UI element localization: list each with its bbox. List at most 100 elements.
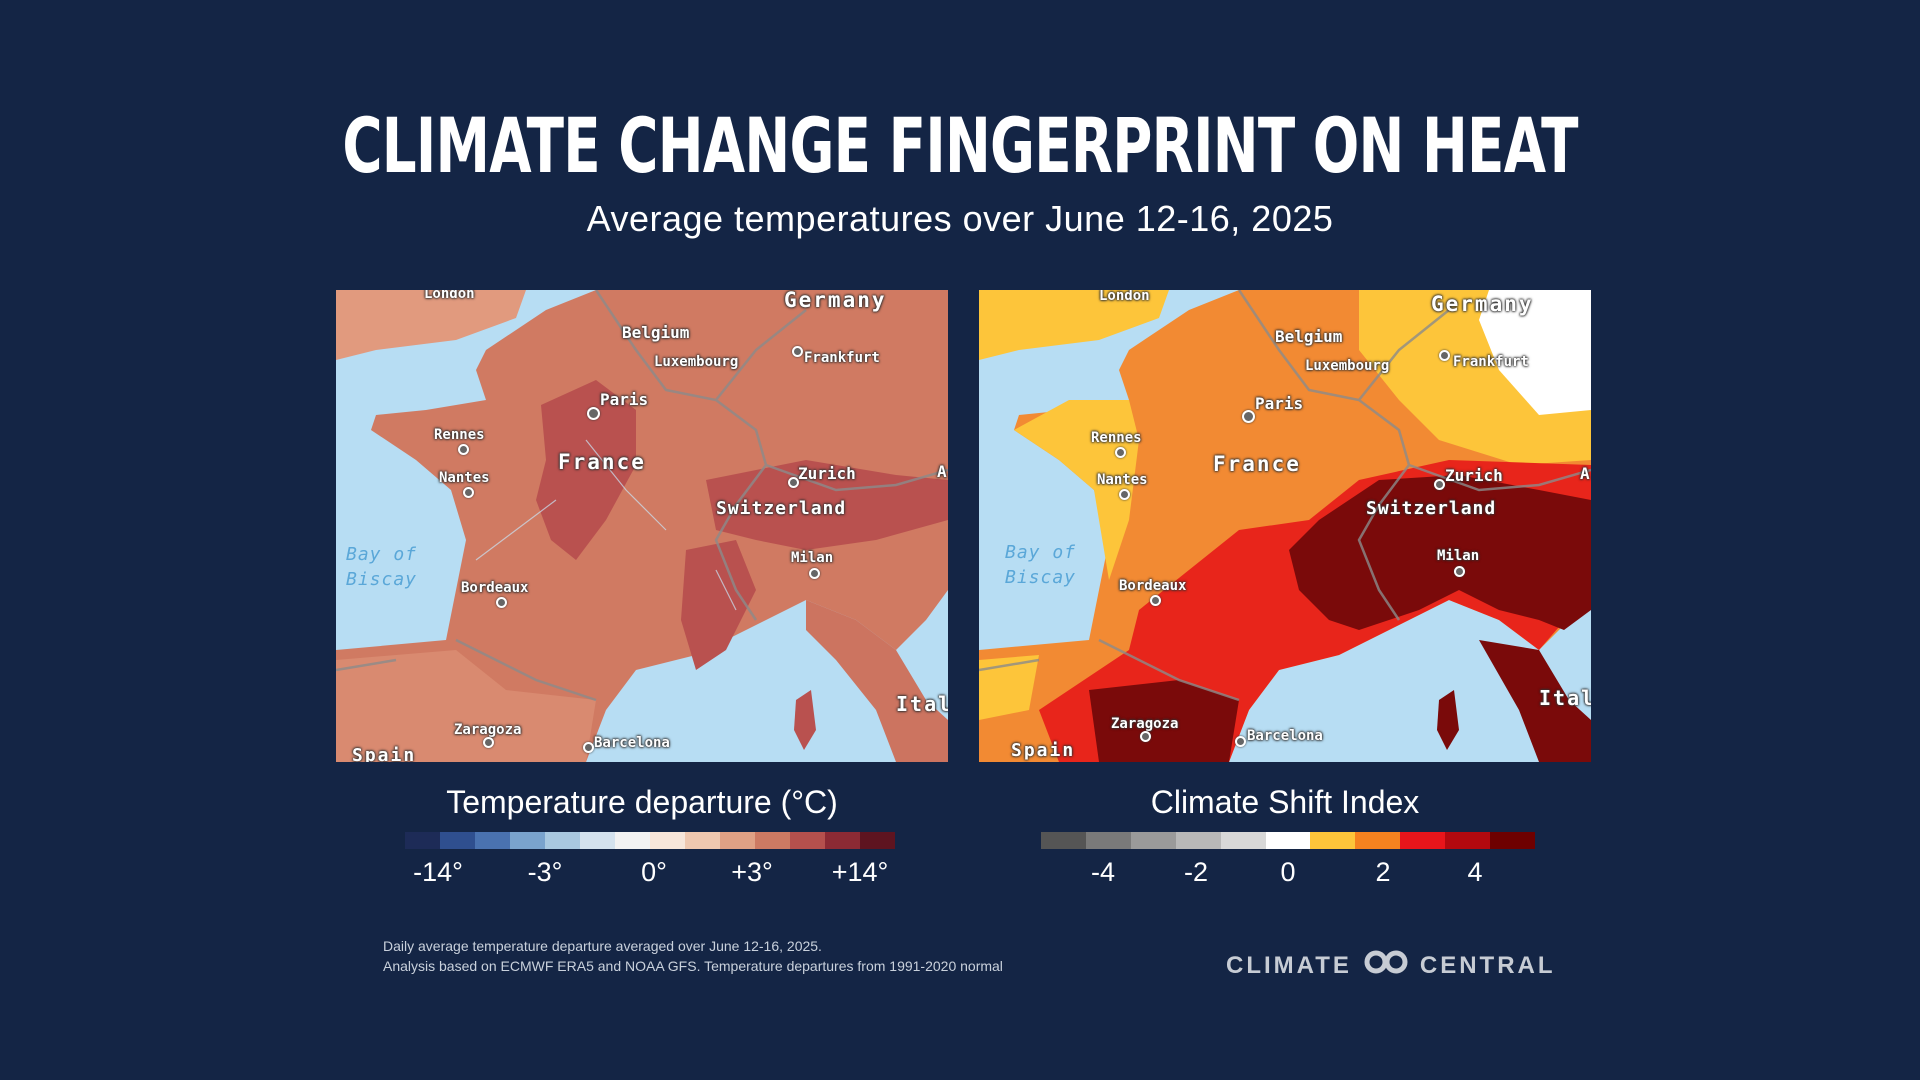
- scale-swatch: [1490, 832, 1535, 849]
- paris-dot: [587, 407, 600, 420]
- label-spain: Spain: [352, 745, 417, 762]
- barcelona-dot: [1235, 736, 1246, 747]
- label-barcelona: Barcelona: [1247, 728, 1323, 744]
- label-london: London: [424, 290, 475, 302]
- scale-swatch: [1400, 832, 1446, 849]
- scale-swatch: [440, 832, 475, 849]
- temperature-tick: +14°: [831, 857, 889, 887]
- label-zurich: Zurich: [798, 464, 856, 483]
- zaragoza-dot: [483, 737, 494, 748]
- bordeaux-dot: [496, 597, 507, 608]
- label-belgium: Belgium: [622, 323, 690, 342]
- barcelona-dot: [583, 742, 594, 753]
- zurich-dot: [1434, 479, 1445, 490]
- scale-swatch: [790, 832, 825, 849]
- corsica: [794, 690, 816, 750]
- central-france-hot: [536, 380, 636, 560]
- scale-swatch: [1175, 832, 1221, 849]
- label-london: London: [1099, 290, 1150, 304]
- label-france: France: [1213, 452, 1301, 476]
- scale-swatch: [1041, 832, 1086, 849]
- milan-dot: [809, 568, 820, 579]
- italy-land: [806, 600, 948, 762]
- label-milan: Milan: [1437, 548, 1480, 564]
- temperature-tick: -3°: [527, 857, 563, 887]
- label-barcelona: Barcelona: [594, 735, 670, 751]
- label-frankfurt: Frankfurt: [804, 350, 880, 366]
- label-a: A: [1580, 464, 1590, 483]
- page-title: CLIMATE CHANGE FINGERPRINT ON HEAT: [342, 101, 1578, 190]
- csi-tick: -2: [1183, 857, 1209, 887]
- temperature-tick: 0°: [641, 857, 667, 887]
- alps-darkred: [1289, 475, 1591, 630]
- germany-white: [1479, 290, 1591, 415]
- brand-text-left: CLIMATE: [1226, 951, 1352, 979]
- rhone-hot: [681, 540, 756, 670]
- csi-legend-title: Climate Shift Index: [1150, 784, 1420, 820]
- label-luxembourg: Luxembourg: [1305, 358, 1390, 374]
- label-milan: Milan: [791, 550, 834, 566]
- scale-swatch: [755, 832, 790, 849]
- rennes-dot: [1115, 447, 1126, 458]
- scale-swatch: [1445, 832, 1491, 849]
- temperature-departure-map[interactable]: London Germany Belgium Luxembourg Frankf…: [336, 290, 948, 762]
- scale-swatch: [825, 832, 860, 849]
- label-a: A: [937, 462, 947, 481]
- label-rennes: Rennes: [434, 427, 485, 443]
- rennes-dot: [458, 444, 469, 455]
- frankfurt-dot: [792, 346, 803, 357]
- scale-swatch: [1085, 832, 1131, 849]
- zurich-dot: [788, 477, 799, 488]
- england-land: [979, 290, 1169, 360]
- scale-swatch: [615, 832, 650, 849]
- label-luxembourg: Luxembourg: [654, 354, 739, 370]
- csi-tick: 4: [1467, 857, 1483, 887]
- spain-yellow: [979, 655, 1039, 720]
- scale-swatch: [1355, 832, 1401, 849]
- milan-dot: [1454, 566, 1465, 577]
- borders: [336, 290, 948, 702]
- label-bordeaux: Bordeaux: [1119, 578, 1187, 594]
- climate-shift-index-map[interactable]: London Germany Belgium Luxembourg Frankf…: [979, 290, 1591, 762]
- csi-map-canvas: [979, 290, 1591, 762]
- scale-swatch: [545, 832, 580, 849]
- label-italy: Italy: [1539, 686, 1591, 710]
- temperature-map-canvas: [336, 290, 948, 762]
- zaragoza-dot: [1140, 731, 1151, 742]
- csi-tick: 0: [1280, 857, 1296, 887]
- alps-hot: [706, 460, 948, 550]
- csi-tick: -4: [1090, 857, 1116, 887]
- nantes-dot: [463, 487, 474, 498]
- scale-swatch: [685, 832, 720, 849]
- temperature-tick: -14°: [413, 857, 463, 887]
- climate-central-logo[interactable]: CLIMATE CENTRAL: [1226, 950, 1556, 981]
- footnote-line-1: Daily average temperature departure aver…: [383, 938, 822, 954]
- rivers: [475, 439, 737, 611]
- label-germany: Germany: [784, 290, 887, 312]
- continent-land: [336, 290, 948, 762]
- scale-swatch: [475, 832, 510, 849]
- label-paris: Paris: [600, 390, 649, 409]
- scale-swatch: [510, 832, 545, 849]
- bordeaux-dot: [1150, 595, 1161, 606]
- temperature-tick: +3°: [731, 857, 773, 887]
- label-biscay: Biscay: [1005, 567, 1077, 588]
- scale-swatch: [405, 832, 440, 849]
- brand-text-right: CENTRAL: [1419, 951, 1556, 979]
- scale-swatch: [650, 832, 685, 849]
- scale-swatch: [1265, 832, 1311, 849]
- italy-darkred: [1479, 640, 1591, 762]
- temperature-legend-title: Temperature departure (°C): [446, 784, 838, 820]
- label-switzerland: Switzerland: [1366, 498, 1497, 519]
- label-bay-of: Bay of: [1005, 542, 1077, 563]
- paris-dot: [1242, 410, 1255, 423]
- footnote-line-2: Analysis based on ECMWF ERA5 and NOAA GF…: [383, 958, 1003, 974]
- csi-color-scale: [1041, 832, 1535, 849]
- label-france: France: [558, 450, 646, 474]
- borders: [979, 290, 1591, 702]
- label-zaragoza: Zaragoza: [454, 722, 522, 738]
- label-frankfurt: Frankfurt: [1453, 354, 1529, 370]
- scale-swatch: [720, 832, 755, 849]
- scale-swatch: [1130, 832, 1176, 849]
- label-spain: Spain: [1011, 740, 1076, 761]
